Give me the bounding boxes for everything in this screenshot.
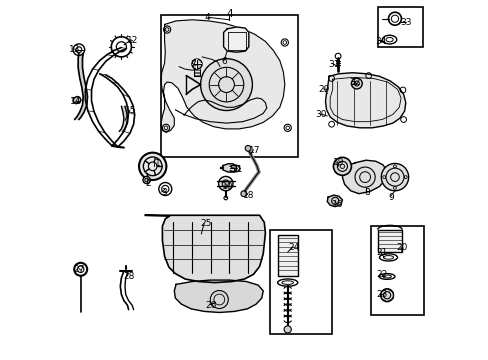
Circle shape <box>142 176 150 184</box>
Text: 4: 4 <box>204 13 210 22</box>
Bar <box>270 230 331 334</box>
Text: 2: 2 <box>145 179 150 188</box>
Circle shape <box>333 157 351 175</box>
Circle shape <box>380 289 393 302</box>
Text: 29: 29 <box>318 85 329 94</box>
Polygon shape <box>174 280 263 312</box>
Polygon shape <box>119 106 127 131</box>
Polygon shape <box>326 195 342 207</box>
Bar <box>161 15 297 157</box>
Bar <box>370 226 423 315</box>
Text: 1: 1 <box>154 159 160 168</box>
Circle shape <box>284 326 291 333</box>
Polygon shape <box>80 77 86 87</box>
Text: 23: 23 <box>376 290 387 299</box>
Text: 28: 28 <box>122 272 134 281</box>
Text: 33: 33 <box>400 18 411 27</box>
Polygon shape <box>78 53 83 58</box>
Polygon shape <box>223 27 248 52</box>
Text: 22: 22 <box>376 270 387 279</box>
Circle shape <box>241 191 246 197</box>
Circle shape <box>200 59 252 111</box>
Polygon shape <box>161 20 284 132</box>
Text: 12: 12 <box>126 36 138 45</box>
Text: 15: 15 <box>125 107 137 115</box>
Text: 27: 27 <box>73 265 84 274</box>
Polygon shape <box>325 73 405 128</box>
Circle shape <box>218 176 232 191</box>
Polygon shape <box>82 96 87 105</box>
Bar <box>277 235 297 276</box>
Polygon shape <box>342 160 386 194</box>
Text: 5: 5 <box>228 165 234 174</box>
Text: 7: 7 <box>190 59 196 68</box>
Text: 3: 3 <box>162 188 167 197</box>
Text: 17: 17 <box>248 146 260 155</box>
Text: 11: 11 <box>231 165 243 174</box>
Text: 31: 31 <box>327 59 339 68</box>
Text: 9: 9 <box>387 193 393 202</box>
Text: 20: 20 <box>396 243 407 252</box>
Text: 4: 4 <box>225 9 232 19</box>
Circle shape <box>351 78 362 89</box>
Polygon shape <box>78 58 82 68</box>
Polygon shape <box>73 96 81 104</box>
Bar <box>377 230 401 252</box>
Bar <box>378 7 422 47</box>
Text: 16: 16 <box>331 200 343 209</box>
Circle shape <box>139 153 166 180</box>
Text: 13: 13 <box>69 45 80 54</box>
Text: 32: 32 <box>349 77 360 86</box>
Polygon shape <box>77 112 84 117</box>
Text: 25: 25 <box>200 219 211 228</box>
Polygon shape <box>145 215 265 283</box>
Text: 19: 19 <box>332 158 344 167</box>
Text: 18: 18 <box>243 191 254 199</box>
Text: 26: 26 <box>205 301 217 310</box>
Polygon shape <box>78 68 84 77</box>
Polygon shape <box>223 164 236 172</box>
Text: 24: 24 <box>288 243 299 252</box>
Polygon shape <box>75 117 81 120</box>
Circle shape <box>381 163 408 191</box>
Polygon shape <box>80 105 87 112</box>
Text: 34: 34 <box>374 37 386 46</box>
Text: 30: 30 <box>314 110 326 119</box>
Text: 21: 21 <box>376 248 387 257</box>
Text: 14: 14 <box>70 97 81 106</box>
Text: 8: 8 <box>363 188 369 197</box>
Circle shape <box>244 145 250 151</box>
Polygon shape <box>81 87 87 96</box>
Circle shape <box>192 59 202 69</box>
Text: 10: 10 <box>221 182 232 191</box>
Text: 6: 6 <box>222 57 227 66</box>
